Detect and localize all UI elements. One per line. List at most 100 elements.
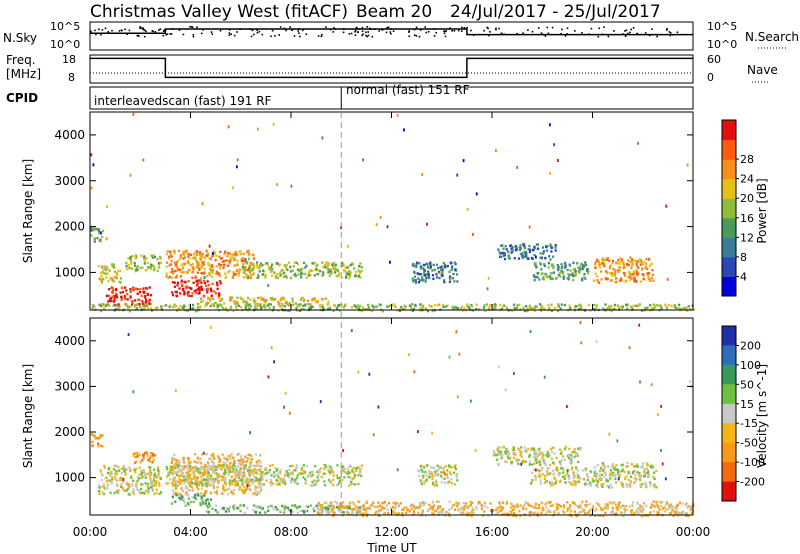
echo-cell — [135, 467, 138, 470]
echo-cell — [185, 271, 188, 274]
echo-cell — [573, 447, 576, 451]
nsearch-dot — [321, 33, 323, 36]
echo-cell — [328, 469, 331, 472]
echo-cell — [302, 261, 306, 265]
echo-cell — [282, 275, 285, 279]
echo-cell — [644, 266, 647, 270]
echo-cell — [97, 230, 100, 233]
echo-cell — [613, 274, 616, 278]
echo-cell — [572, 261, 575, 265]
echo-cell — [585, 473, 588, 476]
echo-cell — [205, 504, 208, 507]
echo-cell — [624, 475, 627, 479]
echo-cell — [332, 484, 335, 487]
echo-cell — [394, 512, 398, 515]
echo-cell — [203, 281, 206, 285]
echo-cell — [644, 264, 647, 267]
echo-cell — [322, 472, 325, 475]
echo-cell — [217, 294, 221, 298]
echo-cell — [365, 514, 368, 518]
echo-cell — [181, 271, 184, 274]
echo-cell — [420, 307, 423, 310]
echo-cell — [190, 307, 193, 311]
echo-cell — [642, 502, 645, 505]
nsearch-dot — [566, 33, 569, 35]
echo-cell — [327, 300, 330, 303]
echo-cell — [685, 511, 688, 515]
echo-cell — [559, 479, 563, 482]
echo-cell — [676, 510, 679, 514]
echo-cell — [202, 466, 205, 469]
echo-cell — [271, 505, 274, 508]
echo-cell — [361, 309, 364, 312]
echo-cell — [244, 307, 247, 311]
echo-cell — [428, 507, 431, 510]
echo-cell — [472, 512, 476, 515]
echo-cell — [494, 453, 497, 457]
echo-cell — [527, 248, 530, 251]
echo-cell — [194, 255, 197, 259]
nsearch-dot — [453, 30, 456, 32]
echo-cell — [255, 493, 259, 496]
echo-cell — [475, 307, 478, 311]
echo-cell — [217, 467, 220, 470]
echo-cell — [513, 257, 516, 260]
echo-cell — [383, 511, 386, 515]
echo-cell — [413, 505, 416, 508]
echo-cell — [566, 469, 569, 473]
echo-cell — [336, 269, 340, 272]
echo-cell — [475, 303, 478, 306]
echo-cell — [116, 479, 119, 482]
echo-cell — [618, 501, 621, 505]
echo-cell — [453, 280, 456, 283]
echo-cell — [101, 434, 104, 437]
echo-cell — [98, 484, 101, 487]
echo-cell — [379, 509, 382, 512]
echo-cell — [365, 500, 368, 503]
echo-cell — [226, 264, 230, 267]
echo-cell — [105, 294, 108, 297]
echo-cell — [525, 450, 528, 454]
nsearch-dot — [211, 33, 214, 35]
echo-cell — [264, 466, 267, 470]
echo-cell — [458, 352, 461, 356]
echo-cell — [516, 504, 519, 507]
echo-cell — [643, 260, 646, 264]
echo-cell — [348, 464, 351, 467]
echo-cell — [233, 302, 236, 305]
colorbar-tick-label: 28 — [740, 153, 754, 166]
echo-cell — [174, 276, 178, 279]
echo-cell — [246, 457, 249, 460]
echo-cell — [593, 471, 596, 474]
echo-cell — [250, 262, 254, 266]
echo-cell — [417, 511, 420, 515]
echo-cell — [148, 457, 151, 460]
echo-cell — [508, 451, 511, 454]
echo-cell — [108, 269, 111, 272]
echo-cell — [183, 479, 186, 482]
echo-cell — [614, 269, 617, 272]
echo-cell — [562, 471, 565, 474]
nsearch-dot — [373, 28, 376, 30]
echo-cell — [217, 465, 220, 468]
echo-cell — [172, 457, 175, 461]
echo-cell — [535, 255, 537, 259]
echo-cell — [467, 505, 470, 508]
echo-cell — [119, 281, 122, 284]
echo-cell — [100, 304, 103, 308]
echo-cell — [181, 495, 184, 498]
echo-cell — [434, 470, 437, 473]
echo-cell — [560, 263, 563, 266]
echo-cell — [220, 463, 223, 467]
echo-cell — [448, 514, 451, 517]
echo-cell — [454, 508, 457, 511]
echo-cell — [358, 506, 361, 509]
nsearch-dot — [522, 32, 524, 34]
echo-cell — [331, 263, 334, 267]
nsearch-dot — [253, 33, 255, 36]
echo-cell — [356, 506, 359, 509]
nsearch-dot — [236, 31, 238, 33]
echo-cell — [184, 250, 187, 253]
echo-cell — [420, 480, 423, 483]
echo-cell — [256, 303, 259, 306]
